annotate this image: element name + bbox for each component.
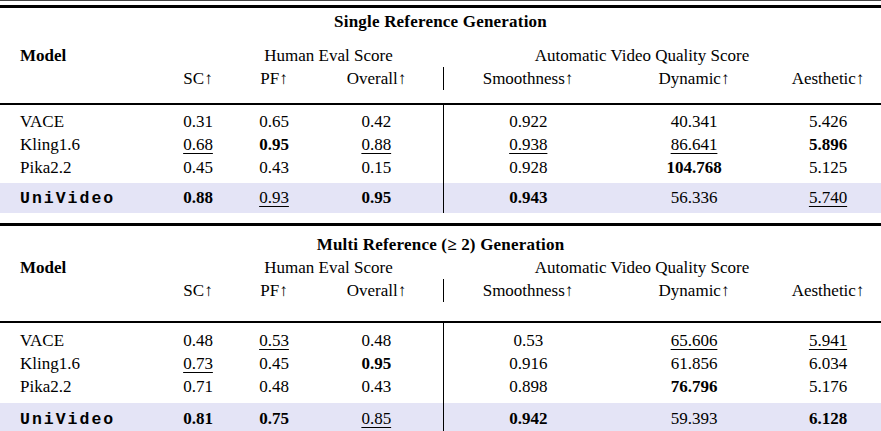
table-body: VACE0.310.650.420.92240.3415.426Kling1.6… [0, 104, 881, 213]
empty-header-cell [0, 280, 158, 322]
table-row-vace: VACE0.310.650.420.92240.3415.426 [0, 104, 881, 133]
between-tables-rule [0, 223, 881, 226]
group-header-human-eval: Human Eval Score [158, 36, 443, 68]
score-cell: 0.53 [238, 322, 310, 352]
table-row-kling1-6: Kling1.60.730.450.950.91661.8566.034 [0, 352, 881, 375]
score-cell: 59.393 [613, 398, 775, 431]
column-header-dynamic: Dynamic↑ [613, 68, 775, 104]
table-row-univideo: UniVideo0.810.750.850.94259.3936.128 [0, 398, 881, 431]
score-cell: 0.916 [443, 352, 613, 375]
empty-header-cell [0, 68, 158, 104]
score-cell: 61.856 [613, 352, 775, 375]
score-cell: 0.85 [310, 398, 443, 431]
table-row-vace: VACE0.480.530.480.5365.6065.941 [0, 322, 881, 352]
model-name: VACE [0, 104, 158, 133]
column-header-sc: SC↑ [158, 280, 238, 322]
evaluation-results-tables: Single Reference Generation Model Human … [0, 0, 881, 431]
score-cell: 0.42 [310, 104, 443, 133]
score-cell: 0.942 [443, 398, 613, 431]
score-cell: 0.43 [238, 156, 310, 179]
multi-reference-table-section: Multi Reference (≥ 2) Generation Model H… [0, 234, 881, 431]
group-header-auto-quality: Automatic Video Quality Score [443, 256, 881, 280]
score-cell: 40.341 [613, 104, 775, 133]
score-cell: 5.426 [775, 104, 881, 133]
table-row-univideo: UniVideo0.880.930.950.94356.3365.740 [0, 179, 881, 213]
group-header-auto-quality: Automatic Video Quality Score [443, 36, 881, 68]
column-header-pf: PF↑ [238, 68, 310, 104]
column-header-sc: SC↑ [158, 68, 238, 104]
score-cell: 0.88 [310, 133, 443, 156]
score-cell: 0.48 [238, 375, 310, 398]
model-name: UniVideo [0, 398, 158, 431]
column-header-model: Model [0, 256, 158, 280]
column-header-overall: Overall↑ [310, 68, 443, 104]
column-header-model: Model [0, 36, 158, 68]
table-title: Single Reference Generation [0, 8, 881, 36]
score-cell: 0.898 [443, 375, 613, 398]
column-header-pf: PF↑ [238, 280, 310, 322]
score-cell: 0.938 [443, 133, 613, 156]
score-cell: 0.922 [443, 104, 613, 133]
score-cell: 0.15 [310, 156, 443, 179]
column-header-smoothness: Smoothness↑ [443, 280, 613, 322]
score-cell: 6.128 [775, 398, 881, 431]
score-cell: 104.768 [613, 156, 775, 179]
score-cell: 0.75 [238, 398, 310, 431]
score-cell: 0.48 [158, 322, 238, 352]
score-cell: 0.31 [158, 104, 238, 133]
score-cell: 0.95 [310, 179, 443, 213]
column-header-overall: Overall↑ [310, 280, 443, 322]
score-cell: 0.928 [443, 156, 613, 179]
model-name: Pika2.2 [0, 375, 158, 398]
score-cell: 5.740 [775, 179, 881, 213]
score-cell: 0.45 [238, 352, 310, 375]
column-header-aesthetic: Aesthetic↑ [775, 280, 881, 322]
score-cell: 0.95 [238, 133, 310, 156]
table-title: Multi Reference (≥ 2) Generation [0, 234, 881, 256]
score-cell: 65.606 [613, 322, 775, 352]
score-cell: 0.93 [238, 179, 310, 213]
table-body: VACE0.480.530.480.5365.6065.941Kling1.60… [0, 322, 881, 431]
score-cell: 86.641 [613, 133, 775, 156]
model-name: Kling1.6 [0, 133, 158, 156]
score-cell: 76.796 [613, 375, 775, 398]
model-name: VACE [0, 322, 158, 352]
model-name: Pika2.2 [0, 156, 158, 179]
score-cell: 0.53 [443, 322, 613, 352]
sub-header-row: SC↑ PF↑ Overall↑ Smoothness↑ Dynamic↑ Ae… [0, 280, 881, 322]
model-name: Kling1.6 [0, 352, 158, 375]
multi-reference-table: Model Human Eval Score Automatic Video Q… [0, 256, 881, 431]
score-cell: 0.65 [238, 104, 310, 133]
model-name: UniVideo [0, 179, 158, 213]
score-cell: 0.88 [158, 179, 238, 213]
single-reference-table: Model Human Eval Score Automatic Video Q… [0, 36, 881, 213]
single-reference-table-section: Single Reference Generation Model Human … [0, 8, 881, 213]
table-row-pika2-2: Pika2.20.710.480.430.89876.7965.176 [0, 375, 881, 398]
column-header-aesthetic: Aesthetic↑ [775, 68, 881, 104]
score-cell: 0.45 [158, 156, 238, 179]
score-cell: 0.81 [158, 398, 238, 431]
score-cell: 0.71 [158, 375, 238, 398]
column-header-smoothness: Smoothness↑ [443, 68, 613, 104]
group-header-human-eval: Human Eval Score [158, 256, 443, 280]
score-cell: 0.943 [443, 179, 613, 213]
score-cell: 0.95 [310, 352, 443, 375]
sub-header-row: SC↑ PF↑ Overall↑ Smoothness↑ Dynamic↑ Ae… [0, 68, 881, 104]
table-row-pika2-2: Pika2.20.450.430.150.928104.7685.125 [0, 156, 881, 179]
group-header-row: Model Human Eval Score Automatic Video Q… [0, 36, 881, 68]
group-header-row: Model Human Eval Score Automatic Video Q… [0, 256, 881, 280]
score-cell: 0.73 [158, 352, 238, 375]
score-cell: 0.48 [310, 322, 443, 352]
score-cell: 6.034 [775, 352, 881, 375]
table-row-kling1-6: Kling1.60.680.950.880.93886.6415.896 [0, 133, 881, 156]
score-cell: 5.125 [775, 156, 881, 179]
score-cell: 0.43 [310, 375, 443, 398]
score-cell: 0.68 [158, 133, 238, 156]
score-cell: 5.941 [775, 322, 881, 352]
score-cell: 5.176 [775, 375, 881, 398]
score-cell: 56.336 [613, 179, 775, 213]
column-header-dynamic: Dynamic↑ [613, 280, 775, 322]
score-cell: 5.896 [775, 133, 881, 156]
